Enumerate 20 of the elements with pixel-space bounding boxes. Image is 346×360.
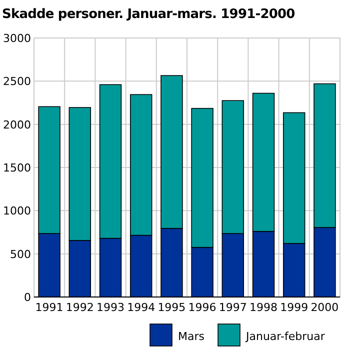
- y-tick-label: 0: [24, 291, 31, 304]
- y-tick-label: 3000: [3, 32, 31, 45]
- x-tick-label: 1991: [35, 301, 64, 314]
- y-tick-label: 2000: [3, 118, 31, 132]
- x-tick-label: 1999: [280, 301, 308, 314]
- x-tick-label: 1993: [96, 301, 124, 314]
- x-tick-label: 1997: [218, 301, 247, 314]
- legend-label: Januar-februar: [245, 330, 326, 343]
- y-tick-label: 500: [10, 248, 31, 261]
- x-tick-label: 1992: [66, 301, 94, 314]
- x-tick-label: 2000: [310, 301, 339, 314]
- y-tick-label: 2500: [3, 75, 31, 88]
- chart-title: Skadde personer. Januar-mars. 1991-2000: [2, 7, 296, 22]
- x-tick-label: 1995: [158, 301, 186, 314]
- x-tick-label: 1998: [250, 301, 278, 314]
- x-tick-label: 1996: [188, 301, 216, 314]
- legend-label: Mars: [178, 330, 205, 343]
- y-tick-label: 1500: [3, 162, 31, 174]
- x-tick-label: 1994: [127, 301, 156, 314]
- y-tick-label: 1000: [3, 204, 31, 218]
